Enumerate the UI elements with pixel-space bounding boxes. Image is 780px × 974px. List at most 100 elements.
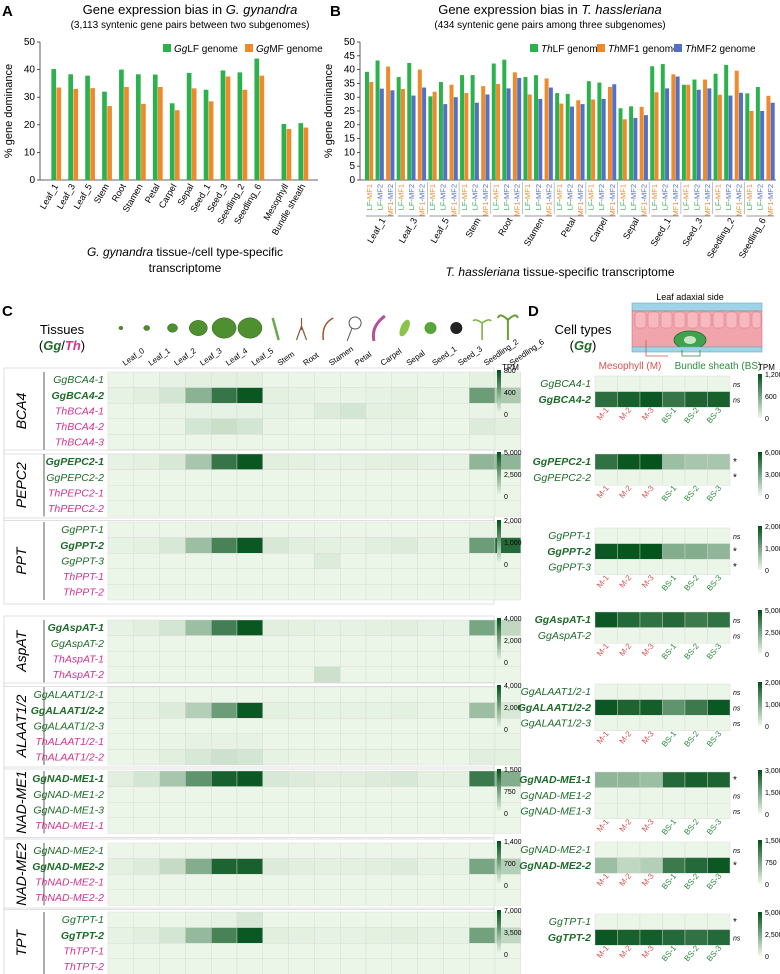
heatmap-cell: [288, 635, 315, 652]
heatmap-cell: [684, 929, 708, 946]
heatmap-cell: [236, 453, 263, 470]
heatmap-cell: [417, 927, 444, 944]
heatmap-cell: [262, 568, 289, 585]
chart-b-comparison-label: MF1-MF2: [639, 184, 648, 217]
heatmap-cell: [236, 911, 263, 928]
chart-b-legend-swatch: [674, 44, 682, 52]
heatmap-cell: [288, 651, 315, 668]
column-label-root: Root: [301, 350, 321, 368]
heatmap-cell: [594, 857, 618, 874]
heatmap-cell: [185, 387, 212, 404]
chart-b-bar: [755, 86, 760, 180]
chart-b-comp-part: MF1: [396, 184, 405, 199]
heatmap-cell: [391, 469, 418, 486]
cell-types-label: Cell types: [554, 322, 612, 337]
chart-b-bar: [544, 78, 549, 180]
chart-b-comparison-label: LF-MF1: [587, 184, 596, 210]
chart-b-comparison-label: LF-MF2: [502, 184, 511, 210]
color-scale-tick: 1,500: [765, 838, 780, 845]
chart-b-bar: [660, 64, 665, 180]
significance-label: ns: [733, 809, 741, 816]
chart-b-comparison-label: LF-MF2: [470, 184, 479, 210]
chart-a-bar: [242, 89, 248, 180]
sample-label: M-2: [618, 641, 634, 658]
gene-label: GgNAD-ME1-3: [33, 804, 104, 816]
heatmap-cell: [262, 817, 289, 834]
chart-a-bar: [136, 74, 141, 180]
chart-b-bar: [671, 74, 676, 180]
chart-b-comparison-label: LF-MF2: [756, 184, 765, 210]
heatmap-cell: [210, 666, 238, 683]
chart-a-bar: [56, 87, 62, 180]
heatmap-cell: [391, 553, 418, 570]
heatmap-cell: [340, 553, 367, 570]
heatmap-cell: [236, 958, 263, 974]
chart-b-bar: [591, 99, 596, 180]
heatmap-cell: [662, 559, 686, 576]
heatmap-cell: [494, 666, 521, 683]
heatmap-cell: [417, 686, 444, 703]
heatmap-cell: [707, 453, 731, 470]
sample-label: M-1: [595, 405, 611, 422]
heatmap-cell: [617, 683, 641, 700]
sample-label: M-3: [640, 943, 656, 960]
sample-label: BS-3: [705, 729, 724, 749]
heatmap-cell: [391, 619, 418, 636]
heatmap-cell: [340, 927, 367, 944]
heatmap-cell: [594, 699, 618, 716]
heatmap-cell: [391, 733, 418, 750]
heatmap-cell: [262, 371, 289, 388]
chart-b-comp-dash: -: [460, 199, 469, 202]
heatmap-cell: [185, 749, 212, 766]
significance-label: ns: [733, 848, 741, 855]
chart-b-comp-part: MF1: [682, 184, 691, 199]
heatmap-cell: [314, 387, 341, 404]
heatmap-cell: [314, 584, 341, 601]
column-label-sepal: Sepal: [405, 348, 427, 367]
chart-b-xtick-label: Leaf_3: [397, 216, 419, 245]
chart-b-comp-part: LF: [745, 201, 754, 210]
sample-label: M-2: [618, 729, 634, 746]
chart-b-comp-dash: -: [735, 199, 744, 202]
chart-b-comp-part: MF1: [618, 184, 627, 199]
heatmap-cell: [662, 771, 686, 788]
heatmap-cell: [159, 568, 186, 585]
heatmap-cell: [662, 787, 686, 804]
heatmap-cell: [340, 537, 367, 554]
heatmap-cell: [684, 699, 708, 716]
chart-a-bar: [51, 69, 57, 180]
chart-b-bar: [639, 106, 644, 180]
heatmap-cell: [262, 943, 289, 960]
heatmap-cell: [185, 485, 212, 502]
heatmap-cell: [494, 817, 521, 834]
chart-b-xtick-label: Leaf_5: [429, 216, 451, 245]
heatmap-cell: [340, 666, 367, 683]
gene-label: GgTPT-2: [61, 930, 104, 942]
chart-b-bar: [485, 94, 490, 180]
heatmap-cell: [262, 485, 289, 502]
heatmap-cell: [594, 469, 618, 486]
gene-label: ThBCA4-1: [55, 405, 104, 417]
heatmap-cell: [684, 913, 708, 930]
heatmap-cell: [469, 584, 496, 601]
heatmap-cell: [262, 802, 289, 819]
chart-b-comparison-label: LF-MF1: [682, 184, 691, 210]
seed-3-icon: [450, 322, 463, 334]
tpm-label: TPM: [758, 363, 775, 372]
heatmap-cell: [107, 817, 134, 834]
color-scale-tick: 0: [765, 494, 769, 501]
heatmap-cell: [133, 568, 160, 585]
heatmap-cell: [314, 733, 341, 750]
heatmap-cell: [133, 817, 160, 834]
heatmap-cell: [262, 453, 289, 470]
sample-label: BS-3: [705, 573, 724, 593]
heatmap-cell: [391, 651, 418, 668]
chart-a-ytick-label: 0: [29, 175, 35, 186]
heatmap-cell: [469, 568, 496, 585]
gene-label: ThNAD-ME1-1: [35, 820, 104, 832]
heatmap-cell: [236, 387, 263, 404]
heatmap-cell: [288, 874, 315, 891]
heatmap-cell: [617, 699, 641, 716]
heatmap-cell: [133, 686, 160, 703]
